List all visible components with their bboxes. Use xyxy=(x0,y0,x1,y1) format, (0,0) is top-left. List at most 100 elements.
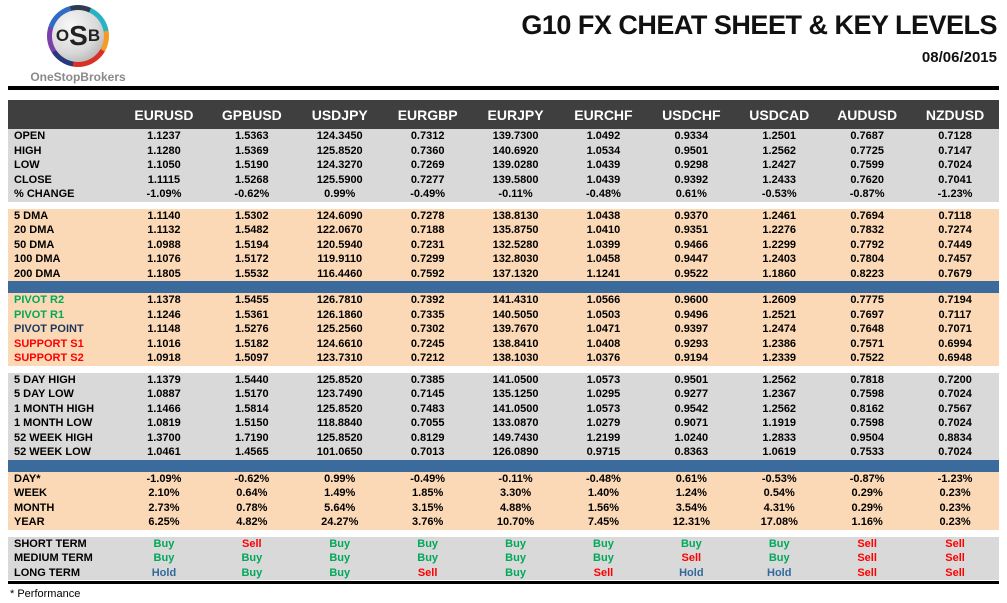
cell: 0.7274 xyxy=(938,224,972,237)
cell: 1.2474 xyxy=(762,323,797,336)
cell: 0.7335 xyxy=(410,308,445,321)
cell: 141.4310 xyxy=(492,294,539,307)
cell: Buy xyxy=(593,537,614,550)
column-header-usdchf: USDCHF xyxy=(662,106,721,123)
cell: 1.0240 xyxy=(674,431,709,444)
cell: -0.49% xyxy=(410,472,446,485)
row-label: YEAR xyxy=(14,516,45,529)
cell: Buy xyxy=(329,552,351,565)
cell: -1.23% xyxy=(937,472,973,485)
row-label: LONG TERM xyxy=(14,566,80,579)
cell: 4.31% xyxy=(763,501,795,514)
cell: 1.16% xyxy=(851,516,883,529)
cell: 1.0376 xyxy=(586,352,621,365)
cell: 1.1115 xyxy=(147,173,181,186)
cell: 1.5268 xyxy=(235,173,269,186)
cell: 5.64% xyxy=(324,501,356,514)
table-row: 200 DMA 1.1805 1.5532 116.4460 0.7592 137.132… xyxy=(8,266,999,281)
cell: 0.7571 xyxy=(850,337,884,350)
cell: 132.5280 xyxy=(492,238,539,251)
cell: 138.8130 xyxy=(492,209,539,222)
cell: 0.7117 xyxy=(938,308,972,321)
cell: 122.0670 xyxy=(316,224,363,237)
cell: Sell xyxy=(681,552,702,565)
cell: Buy xyxy=(153,552,175,565)
cell: 0.9071 xyxy=(674,417,709,430)
cell: 1.0534 xyxy=(586,144,621,157)
cell: 0.61% xyxy=(675,472,707,485)
cell: 124.6610 xyxy=(316,337,363,350)
cell: Hold xyxy=(151,566,177,579)
cell: 1.7190 xyxy=(235,431,269,444)
cell: 0.8834 xyxy=(938,431,972,444)
cell: 24.27% xyxy=(321,516,359,529)
section-performance: DAY* -1.09% -0.62% 0.99% -0.49% -0.11% -0.48% 0… xyxy=(8,471,999,530)
cell: Sell xyxy=(945,566,965,579)
table-row: 52 WEEK HIGH 1.3700 1.7190 125.8520 0.8129 14… xyxy=(8,430,999,445)
cell: 101.0650 xyxy=(316,446,363,459)
cell: 0.9715 xyxy=(586,446,621,459)
cell: Sell xyxy=(857,537,877,550)
cell: 0.99% xyxy=(324,188,356,201)
cell: -0.11% xyxy=(498,188,533,201)
cell: 0.9447 xyxy=(674,253,709,266)
cell: Buy xyxy=(680,537,702,550)
cell: 0.7483 xyxy=(410,402,445,415)
cell: 0.6948 xyxy=(938,352,972,365)
cell: 120.5940 xyxy=(316,238,363,251)
cell: Sell xyxy=(593,566,614,579)
cell: 1.24% xyxy=(675,487,707,500)
cell: 139.5800 xyxy=(492,173,539,186)
cell: 1.0503 xyxy=(586,308,621,321)
table-row: SUPPORT S1 1.1016 1.5182 124.6610 0.7245 138.… xyxy=(8,336,999,351)
row-label: WEEK xyxy=(14,487,47,500)
cell: 1.4565 xyxy=(235,446,269,459)
cell: Hold xyxy=(679,566,704,579)
table-row: 1 MONTH HIGH 1.1466 1.5814 125.8520 0.7483 14… xyxy=(8,401,999,416)
cell: 0.9501 xyxy=(674,144,709,157)
cell: 1.2833 xyxy=(762,431,797,444)
logo-letter-b: B xyxy=(87,26,101,45)
cell: 0.7775 xyxy=(850,294,884,307)
cell: 1.5302 xyxy=(235,209,269,222)
cell: 140.6920 xyxy=(492,144,539,157)
cell: 0.7145 xyxy=(410,388,445,401)
cell: Buy xyxy=(505,566,526,579)
table-row: LOW 1.1050 1.5190 124.3270 0.7269 139.0280 1.0… xyxy=(8,158,999,173)
cell: 1.0461 xyxy=(147,446,181,459)
cell: 1.0573 xyxy=(586,402,621,415)
cell: 0.7128 xyxy=(938,130,972,143)
cell: 0.7449 xyxy=(938,238,972,251)
cell: 0.7013 xyxy=(410,446,445,459)
cell: 123.7490 xyxy=(316,388,363,401)
cell: 0.23% xyxy=(939,487,971,500)
cell: 0.7302 xyxy=(410,323,445,336)
cell: Buy xyxy=(153,537,175,550)
row-label: DAY* xyxy=(14,472,41,485)
row-label: 20 DMA xyxy=(14,224,55,237)
cell: 1.5361 xyxy=(235,308,269,321)
cell: 135.1250 xyxy=(492,388,539,401)
cell: 0.7694 xyxy=(850,209,884,222)
cell: 1.5194 xyxy=(235,238,269,251)
cell: 0.29% xyxy=(851,501,883,514)
cell: 1.85% xyxy=(412,487,444,500)
cell: 1.1050 xyxy=(147,159,181,172)
row-label: 52 WEEK LOW xyxy=(14,446,92,459)
cell: 1.1140 xyxy=(147,209,181,222)
cell: 0.9351 xyxy=(674,224,709,237)
cell: 139.7300 xyxy=(492,130,539,143)
table-row: 100 DMA 1.1076 1.5172 119.9110 0.7299 132.803… xyxy=(8,252,999,267)
row-label: PIVOT R2 xyxy=(14,294,65,307)
table-row: PIVOT R2 1.1378 1.5455 126.7810 0.7392 141.43… xyxy=(8,293,999,308)
cell: 1.3700 xyxy=(147,431,181,444)
cell: Sell xyxy=(857,566,877,579)
cell: 0.7118 xyxy=(938,209,972,222)
row-label: 100 DMA xyxy=(14,253,61,266)
cell: 1.2562 xyxy=(762,373,797,386)
table-row: 5 DMA 1.1140 1.5302 124.6090 0.7278 138.8130 1… xyxy=(8,208,999,223)
cell: 1.2427 xyxy=(762,159,797,172)
cell: 0.7687 xyxy=(850,130,884,143)
table-row: YEAR 6.25% 4.82% 24.27% 3.76% 10.70% 7.45% 12.3… xyxy=(8,515,999,530)
